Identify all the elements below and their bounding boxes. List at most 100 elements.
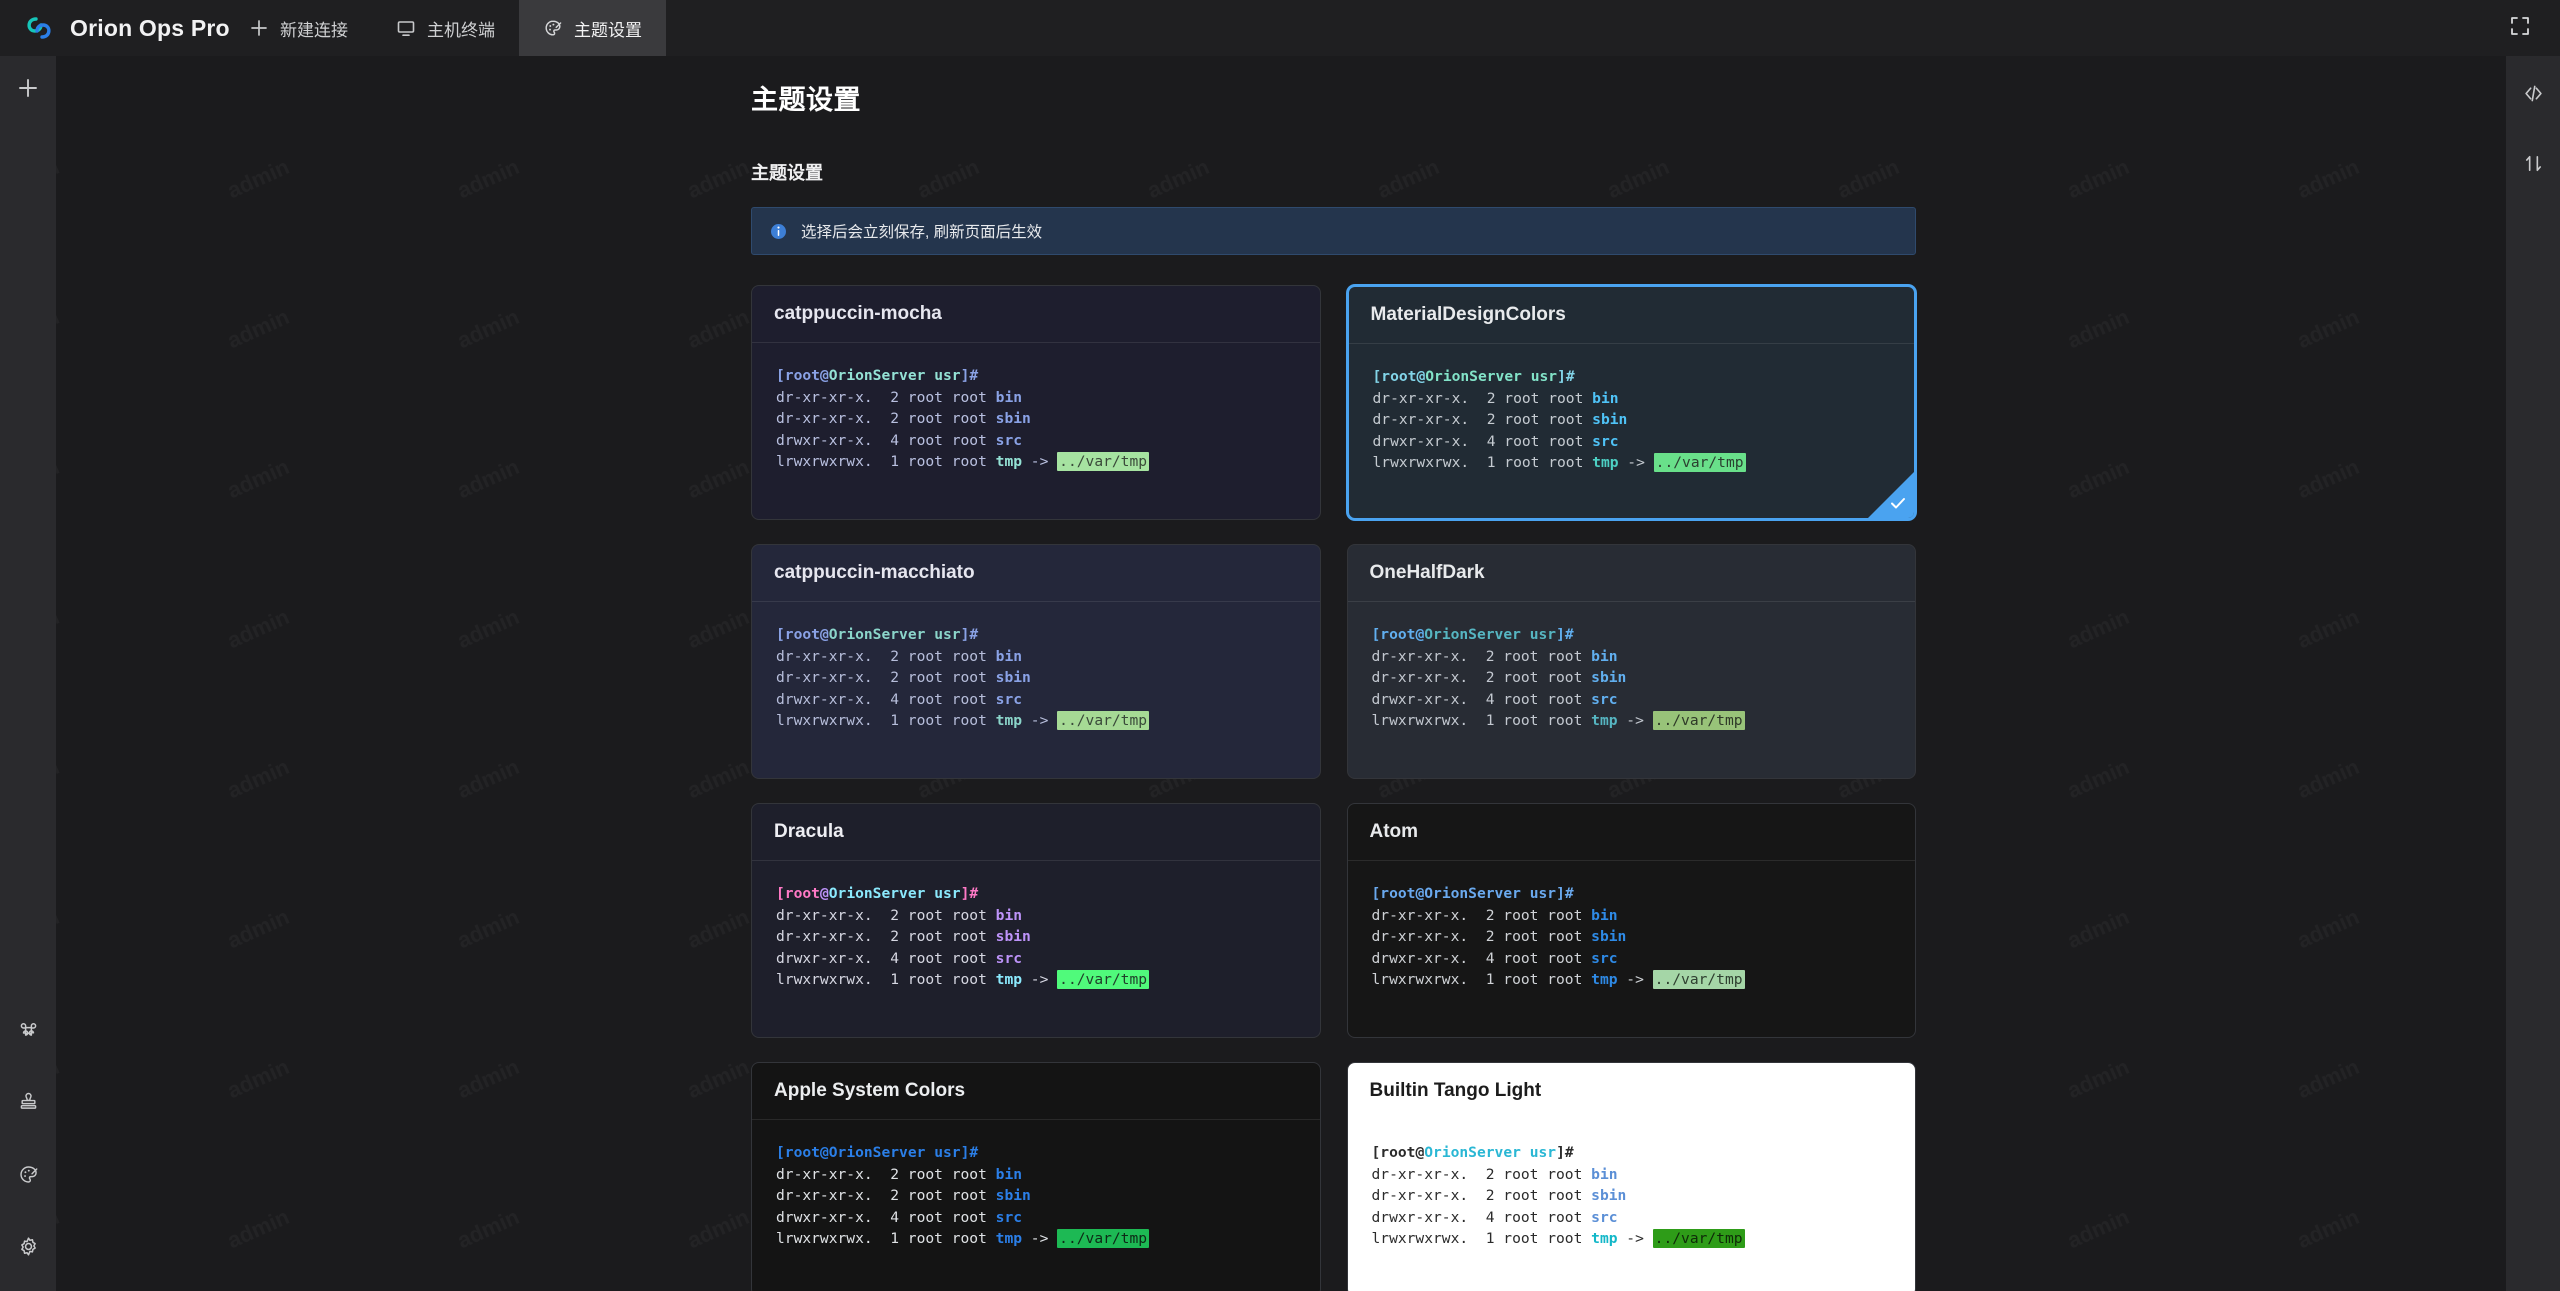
terminal-listing-row: drwxr-xr-x. 4 root root src: [1371, 1208, 1618, 1226]
terminal-listing-row: dr-xr-xr-x. 2 root root bin: [776, 906, 1023, 924]
info-banner-text: 选择后会立刻保存, 刷新页面后生效: [801, 224, 1043, 241]
transfer-icon: [2522, 152, 2545, 180]
terminal-listing-row: dr-xr-xr-x. 2 root root sbin: [776, 669, 1031, 686]
fullscreen-icon: [2509, 15, 2531, 42]
rail-transfer-button[interactable]: [2513, 146, 2553, 186]
terminal-symlink-row: lrwxrwxrwx. 1 root root tmp -> ../var/tm…: [776, 970, 1150, 989]
terminal-symlink-row: lrwxrwxrwx. 1 root root tmp -> ../var/tm…: [1371, 1229, 1745, 1248]
tab-new-connection[interactable]: 新建连接: [225, 0, 372, 56]
rail-settings-button[interactable]: [8, 1229, 48, 1269]
terminal-listing-row: drwxr-xr-x. 4 root root src: [776, 949, 1023, 967]
terminal-prompt-line: [root@OrionServer usr]#: [1371, 1144, 1574, 1161]
theme-settings-page: 主题设置 主题设置 选择后会立刻保存, 刷新页面后生效 catppuccin-m…: [56, 56, 2506, 1291]
theme-card-title: catppuccin-mocha: [752, 286, 1320, 343]
terminal-listing-row: dr-xr-xr-x. 2 root root bin: [776, 1165, 1023, 1183]
terminal-prompt-line: [root@OrionServer usr]#: [776, 367, 979, 384]
right-rail: [2506, 56, 2560, 1291]
terminal-listing-row: dr-xr-xr-x. 2 root root sbin: [1371, 669, 1627, 686]
command-icon: [17, 1019, 40, 1047]
terminal-listing-row: drwxr-xr-x. 4 root root src: [1371, 690, 1618, 708]
terminal-symlink-target: ../var/tmp: [1652, 711, 1745, 730]
new-item-button[interactable]: [8, 70, 48, 110]
theme-card-title: Builtin Tango Light: [1347, 1063, 1915, 1120]
plus-icon: [249, 18, 269, 38]
theme-card-title: Dracula: [752, 804, 1320, 861]
terminal-listing-row: dr-xr-xr-x. 2 root root bin: [1371, 906, 1618, 924]
plus-icon: [16, 76, 40, 105]
terminal-symlink-row: lrwxrwxrwx. 1 root root tmp -> ../var/tm…: [1371, 711, 1745, 730]
stamp-icon: [17, 1091, 40, 1119]
terminal-listing-row: dr-xr-xr-x. 2 root root bin: [1372, 389, 1619, 407]
theme-card-title: Apple System Colors: [752, 1063, 1320, 1120]
terminal-listing-row: drwxr-xr-x. 4 root root src: [776, 1208, 1023, 1226]
theme-card[interactable]: Dracula [root@OrionServer usr]# dr-xr-xr-x…: [751, 803, 1321, 1038]
theme-terminal-preview: [root@OrionServer usr]# dr-xr-xr-x. 2 roo…: [752, 1120, 1320, 1291]
tab-theme-settings[interactable]: 主题设置: [519, 0, 666, 56]
theme-card[interactable]: Atom [root@OrionServer usr]# dr-xr-xr-x. 2…: [1346, 803, 1916, 1038]
terminal-symlink-target: ../var/tmp: [1653, 453, 1746, 472]
terminal-listing-row: dr-xr-xr-x. 2 root root bin: [776, 647, 1023, 665]
rail-command-button[interactable]: [8, 1013, 48, 1053]
theme-card-title: catppuccin-macchiato: [752, 545, 1320, 602]
terminal-listing-row: dr-xr-xr-x. 2 root root sbin: [1371, 1187, 1627, 1204]
theme-terminal-preview: [root@OrionServer usr]# dr-xr-xr-x. 2 roo…: [752, 602, 1320, 778]
theme-terminal-preview: [root@OrionServer usr]# dr-xr-xr-x. 2 roo…: [1349, 344, 1915, 518]
terminal-prompt-line: [root@OrionServer usr]#: [1371, 626, 1574, 643]
terminal-prompt-line: [root@OrionServer usr]#: [776, 626, 979, 643]
theme-card-title: Atom: [1347, 804, 1915, 861]
theme-card[interactable]: catppuccin-macchiato [root@OrionServer us…: [751, 544, 1321, 779]
gear-icon: [17, 1235, 40, 1263]
terminal-symlink-target: ../var/tmp: [1057, 452, 1150, 471]
theme-card[interactable]: Builtin Tango Light [root@OrionServer usr…: [1346, 1062, 1916, 1291]
fullscreen-button[interactable]: [2502, 10, 2538, 46]
page-title: 主题设置: [751, 85, 861, 115]
info-banner: 选择后会立刻保存, 刷新页面后生效: [751, 207, 1916, 255]
terminal-listing-row: dr-xr-xr-x. 2 root root sbin: [1371, 928, 1627, 945]
theme-terminal-preview: [root@OrionServer usr]# dr-xr-xr-x. 2 roo…: [1348, 861, 1916, 1037]
terminal-prompt-line: [root@OrionServer usr]#: [776, 885, 979, 902]
terminal-symlink-target: ../var/tmp: [1652, 1229, 1745, 1248]
terminal-symlink-row: lrwxrwxrwx. 1 root root tmp -> ../var/tm…: [1372, 453, 1746, 472]
tab-bar: 新建连接 主机终端 主题设置: [225, 0, 666, 56]
rail-identity-button[interactable]: [8, 1085, 48, 1125]
terminal-listing-row: dr-xr-xr-x. 2 root root bin: [776, 388, 1023, 406]
tab-label: 主机终端: [427, 20, 495, 40]
left-rail: [0, 56, 56, 1291]
selected-corner-badge: [1868, 472, 1914, 518]
terminal-listing-row: dr-xr-xr-x. 2 root root bin: [1371, 647, 1618, 665]
theme-card[interactable]: MaterialDesignColors [root@OrionServer us…: [1346, 285, 1916, 520]
top-bar-actions: [2502, 10, 2560, 46]
terminal-listing-row: drwxr-xr-x. 4 root root src: [776, 690, 1023, 708]
theme-terminal-preview: [root@OrionServer usr]# dr-xr-xr-x. 2 roo…: [752, 861, 1320, 1037]
terminal-symlink-row: lrwxrwxrwx. 1 root root tmp -> ../var/tm…: [776, 711, 1150, 730]
palette-icon: [17, 1163, 40, 1191]
terminal-listing-row: drwxr-xr-x. 4 root root src: [1372, 432, 1619, 450]
terminal-prompt-line: [root@OrionServer usr]#: [1372, 368, 1575, 385]
theme-card-grid: catppuccin-mocha [root@OrionServer usr]# d…: [751, 285, 1916, 1291]
tab-host-terminal[interactable]: 主机终端: [372, 0, 519, 56]
terminal-symlink-row: lrwxrwxrwx. 1 root root tmp -> ../var/tm…: [776, 1229, 1150, 1248]
rail-theme-button[interactable]: [8, 1157, 48, 1197]
terminal-prompt-line: [root@OrionServer usr]#: [1371, 885, 1574, 902]
monitor-icon: [396, 18, 416, 38]
terminal-listing-row: dr-xr-xr-x. 2 root root bin: [1371, 1165, 1618, 1183]
terminal-listing-row: dr-xr-xr-x. 2 root root sbin: [776, 410, 1031, 427]
terminal-symlink-target: ../var/tmp: [1057, 970, 1150, 989]
terminal-symlink-target: ../var/tmp: [1652, 970, 1745, 989]
theme-terminal-preview: [root@OrionServer usr]# dr-xr-xr-x. 2 roo…: [1348, 602, 1916, 778]
rail-code-button[interactable]: [2513, 76, 2553, 116]
app-brand: Orion Ops Pro: [0, 11, 230, 45]
terminal-listing-row: dr-xr-xr-x. 2 root root sbin: [776, 928, 1031, 945]
theme-card[interactable]: OneHalfDark [root@OrionServer usr]# dr-xr-…: [1346, 544, 1916, 779]
left-rail-top: [8, 56, 48, 110]
terminal-symlink-row: lrwxrwxrwx. 1 root root tmp -> ../var/tm…: [776, 452, 1150, 471]
theme-card-title: MaterialDesignColors: [1348, 287, 1914, 344]
theme-card[interactable]: catppuccin-mocha [root@OrionServer usr]# d…: [751, 285, 1321, 520]
info-icon: [770, 223, 787, 240]
terminal-symlink-target: ../var/tmp: [1057, 1229, 1150, 1248]
terminal-prompt-line: [root@OrionServer usr]#: [776, 1144, 979, 1161]
top-bar: Orion Ops Pro 新建连接 主机终端: [0, 0, 2560, 56]
terminal-listing-row: dr-xr-xr-x. 2 root root sbin: [1372, 411, 1628, 428]
theme-card[interactable]: Apple System Colors [root@OrionServer usr…: [751, 1062, 1321, 1291]
main-content: adminadminadminadminadminadminadminadmin…: [56, 56, 2506, 1291]
